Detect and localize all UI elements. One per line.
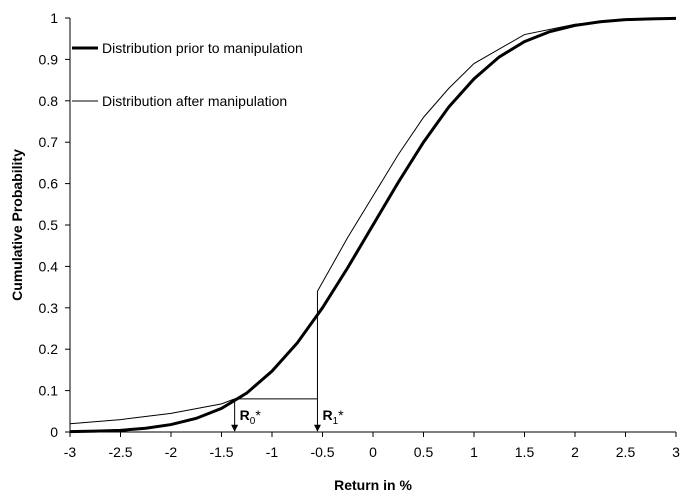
annotation-mark: * — [255, 407, 261, 423]
x-tick-label: 2.5 — [616, 444, 636, 460]
legend-label: Distribution prior to manipulation — [102, 40, 303, 56]
y-tick-label: 0 — [50, 424, 58, 440]
annotation-label: R1* — [322, 407, 344, 427]
annotation-sub: 1 — [333, 416, 339, 427]
x-tick-label: -2 — [165, 444, 178, 460]
x-tick-label: -1 — [266, 444, 279, 460]
y-tick-label: 0.3 — [39, 300, 59, 316]
y-tick-label: 0.8 — [39, 93, 59, 109]
y-tick-label: 0.9 — [39, 51, 59, 67]
annotation-mark: * — [338, 407, 344, 423]
annotation-sub: 0 — [250, 416, 256, 427]
x-tick-label: -2.5 — [108, 444, 132, 460]
x-axis-label: Return in % — [334, 477, 412, 493]
annotation-base: R — [322, 407, 332, 423]
y-tick-label: 0.7 — [39, 134, 59, 150]
series-line — [69, 17, 677, 425]
annotation-base: R — [240, 407, 250, 423]
series-line — [69, 16, 677, 434]
x-tick-label: 1 — [470, 444, 478, 460]
y-tick-label: 0.2 — [39, 341, 59, 357]
y-tick-label: 0.1 — [39, 383, 59, 399]
x-tick-label: 0 — [369, 444, 377, 460]
x-tick-label: 2 — [571, 444, 579, 460]
x-tick-label: -0.5 — [310, 444, 334, 460]
y-axis-label: Cumulative Probability — [9, 149, 25, 301]
annotation-label: R0* — [240, 407, 262, 427]
x-tick-label: -1.5 — [209, 444, 233, 460]
y-tick-label: 0.6 — [39, 176, 59, 192]
y-tick-label: 0.4 — [39, 258, 59, 274]
x-tick-label: -3 — [64, 444, 77, 460]
x-tick-label: 3 — [672, 444, 680, 460]
x-tick-label: 0.5 — [414, 444, 434, 460]
legend-label: Distribution after manipulation — [102, 93, 287, 109]
x-tick-label: 1.5 — [515, 444, 535, 460]
y-tick-label: 0.5 — [39, 217, 59, 233]
y-tick-label: 1 — [50, 10, 58, 26]
